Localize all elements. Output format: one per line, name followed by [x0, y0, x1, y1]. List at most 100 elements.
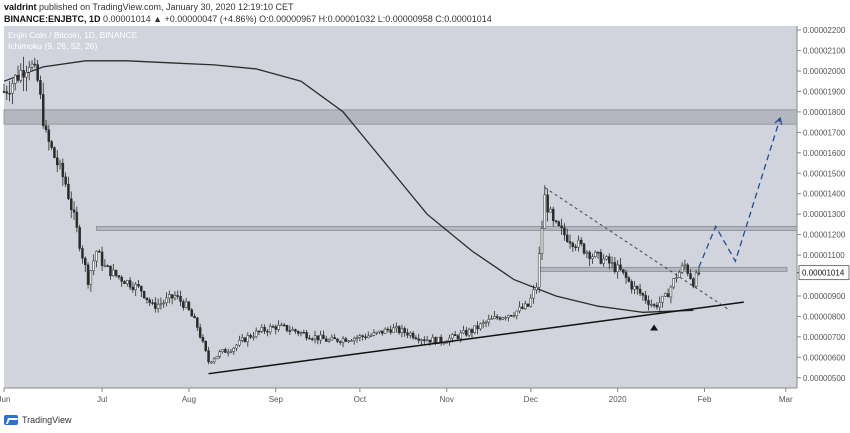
candle-body [123, 281, 126, 284]
candle-body [602, 258, 605, 264]
chart-header: valdrint published on TradingView.com, J… [0, 0, 850, 26]
candle-body [633, 286, 636, 290]
candle-body [403, 328, 406, 333]
current-price-badge [798, 265, 850, 281]
candle-body [507, 315, 510, 318]
candle-body [84, 258, 87, 266]
candle-body [425, 339, 429, 342]
candle-body [658, 302, 661, 308]
candle-body [305, 332, 308, 339]
candle-body [137, 283, 140, 287]
candle-body [619, 264, 622, 270]
candle-body [465, 330, 468, 336]
candle-body [512, 315, 516, 317]
candle-body [308, 337, 311, 340]
candle-body [11, 83, 14, 94]
candle-body [27, 67, 31, 73]
projection-arrowhead [774, 116, 783, 126]
tradingview-logo[interactable]: TradingView [4, 415, 72, 425]
candle-body [543, 194, 547, 229]
candle-body [72, 209, 76, 213]
moving-average-line [3, 60, 694, 313]
candle-body [630, 281, 633, 290]
candle-body [420, 339, 423, 341]
candle-body [571, 242, 575, 247]
candle-body [285, 324, 289, 331]
candle-body [282, 324, 286, 327]
candle-body [165, 297, 168, 304]
candle-body [627, 277, 631, 282]
candle-body [274, 326, 278, 330]
candle-body [372, 332, 376, 336]
candle-body [151, 302, 154, 304]
candle-body [529, 297, 533, 307]
candle-body [339, 341, 342, 343]
candle-body [190, 309, 193, 317]
candle-body [596, 251, 600, 254]
candle-body [610, 262, 614, 264]
candle-body [277, 324, 280, 330]
candle-body [409, 332, 412, 336]
candle-body [523, 303, 527, 309]
candle-body [218, 351, 222, 357]
y-tick-label: 0.00001400 [803, 190, 846, 199]
candle-body [487, 319, 491, 323]
candle-body [98, 251, 101, 253]
descending-trendline [544, 187, 731, 311]
symbol-label: BINANCE:ENJBTC, 1D [4, 14, 101, 24]
candle-body [103, 265, 107, 267]
candle-body [622, 269, 625, 273]
candle-body [266, 330, 269, 333]
price-axis-background [797, 26, 850, 411]
candle-body [30, 63, 34, 68]
candle-body [16, 74, 20, 81]
candle-body [521, 306, 524, 309]
candle-body [560, 225, 563, 229]
candle-body [64, 176, 67, 185]
candle-body [131, 286, 135, 290]
candle-body [367, 335, 370, 339]
candle-body [299, 332, 303, 334]
chart-area[interactable]: 0.00002200 0.00002100 0.00002000 0.00001900… [0, 26, 850, 411]
candle-body [86, 264, 90, 285]
candle-body [344, 338, 348, 342]
candle-body [70, 198, 73, 211]
candle-body [120, 276, 123, 282]
candle-body [75, 211, 79, 228]
candle-body [109, 265, 112, 277]
candle-body [579, 239, 583, 245]
candle-body [386, 328, 390, 331]
candle-body [532, 289, 535, 299]
candle-body [608, 256, 611, 264]
candle-body [358, 335, 362, 338]
candle-body [582, 243, 586, 254]
x-tick-label: Feb [698, 395, 712, 404]
candle-body [246, 335, 250, 343]
candle-body [655, 304, 659, 308]
candle-body [114, 269, 118, 276]
candle-body [148, 299, 151, 303]
candle-body [33, 63, 37, 66]
current-price-label: 0.00001014 [802, 269, 845, 278]
candle-body [588, 251, 591, 259]
candle-body [593, 251, 597, 257]
candle-body [238, 340, 241, 346]
candle-body [36, 64, 39, 81]
candle-body [585, 251, 589, 254]
candle-body [563, 227, 566, 236]
candle-body [428, 339, 432, 343]
candle-body [249, 335, 252, 338]
candle-body [58, 162, 62, 166]
price-chart[interactable]: 0.00002200 0.00002100 0.00002000 0.00001900… [0, 26, 850, 411]
candle-body [456, 335, 460, 339]
candle-body [661, 295, 664, 303]
author-name[interactable]: valdrint [4, 2, 37, 12]
candle-body [692, 278, 695, 287]
candle-body [333, 337, 336, 340]
candle-body [95, 251, 98, 262]
resistance-zone [538, 266, 788, 272]
candle-body [112, 269, 115, 277]
candle-body [591, 256, 594, 259]
candle-body [39, 80, 42, 95]
candle-body [25, 71, 28, 78]
